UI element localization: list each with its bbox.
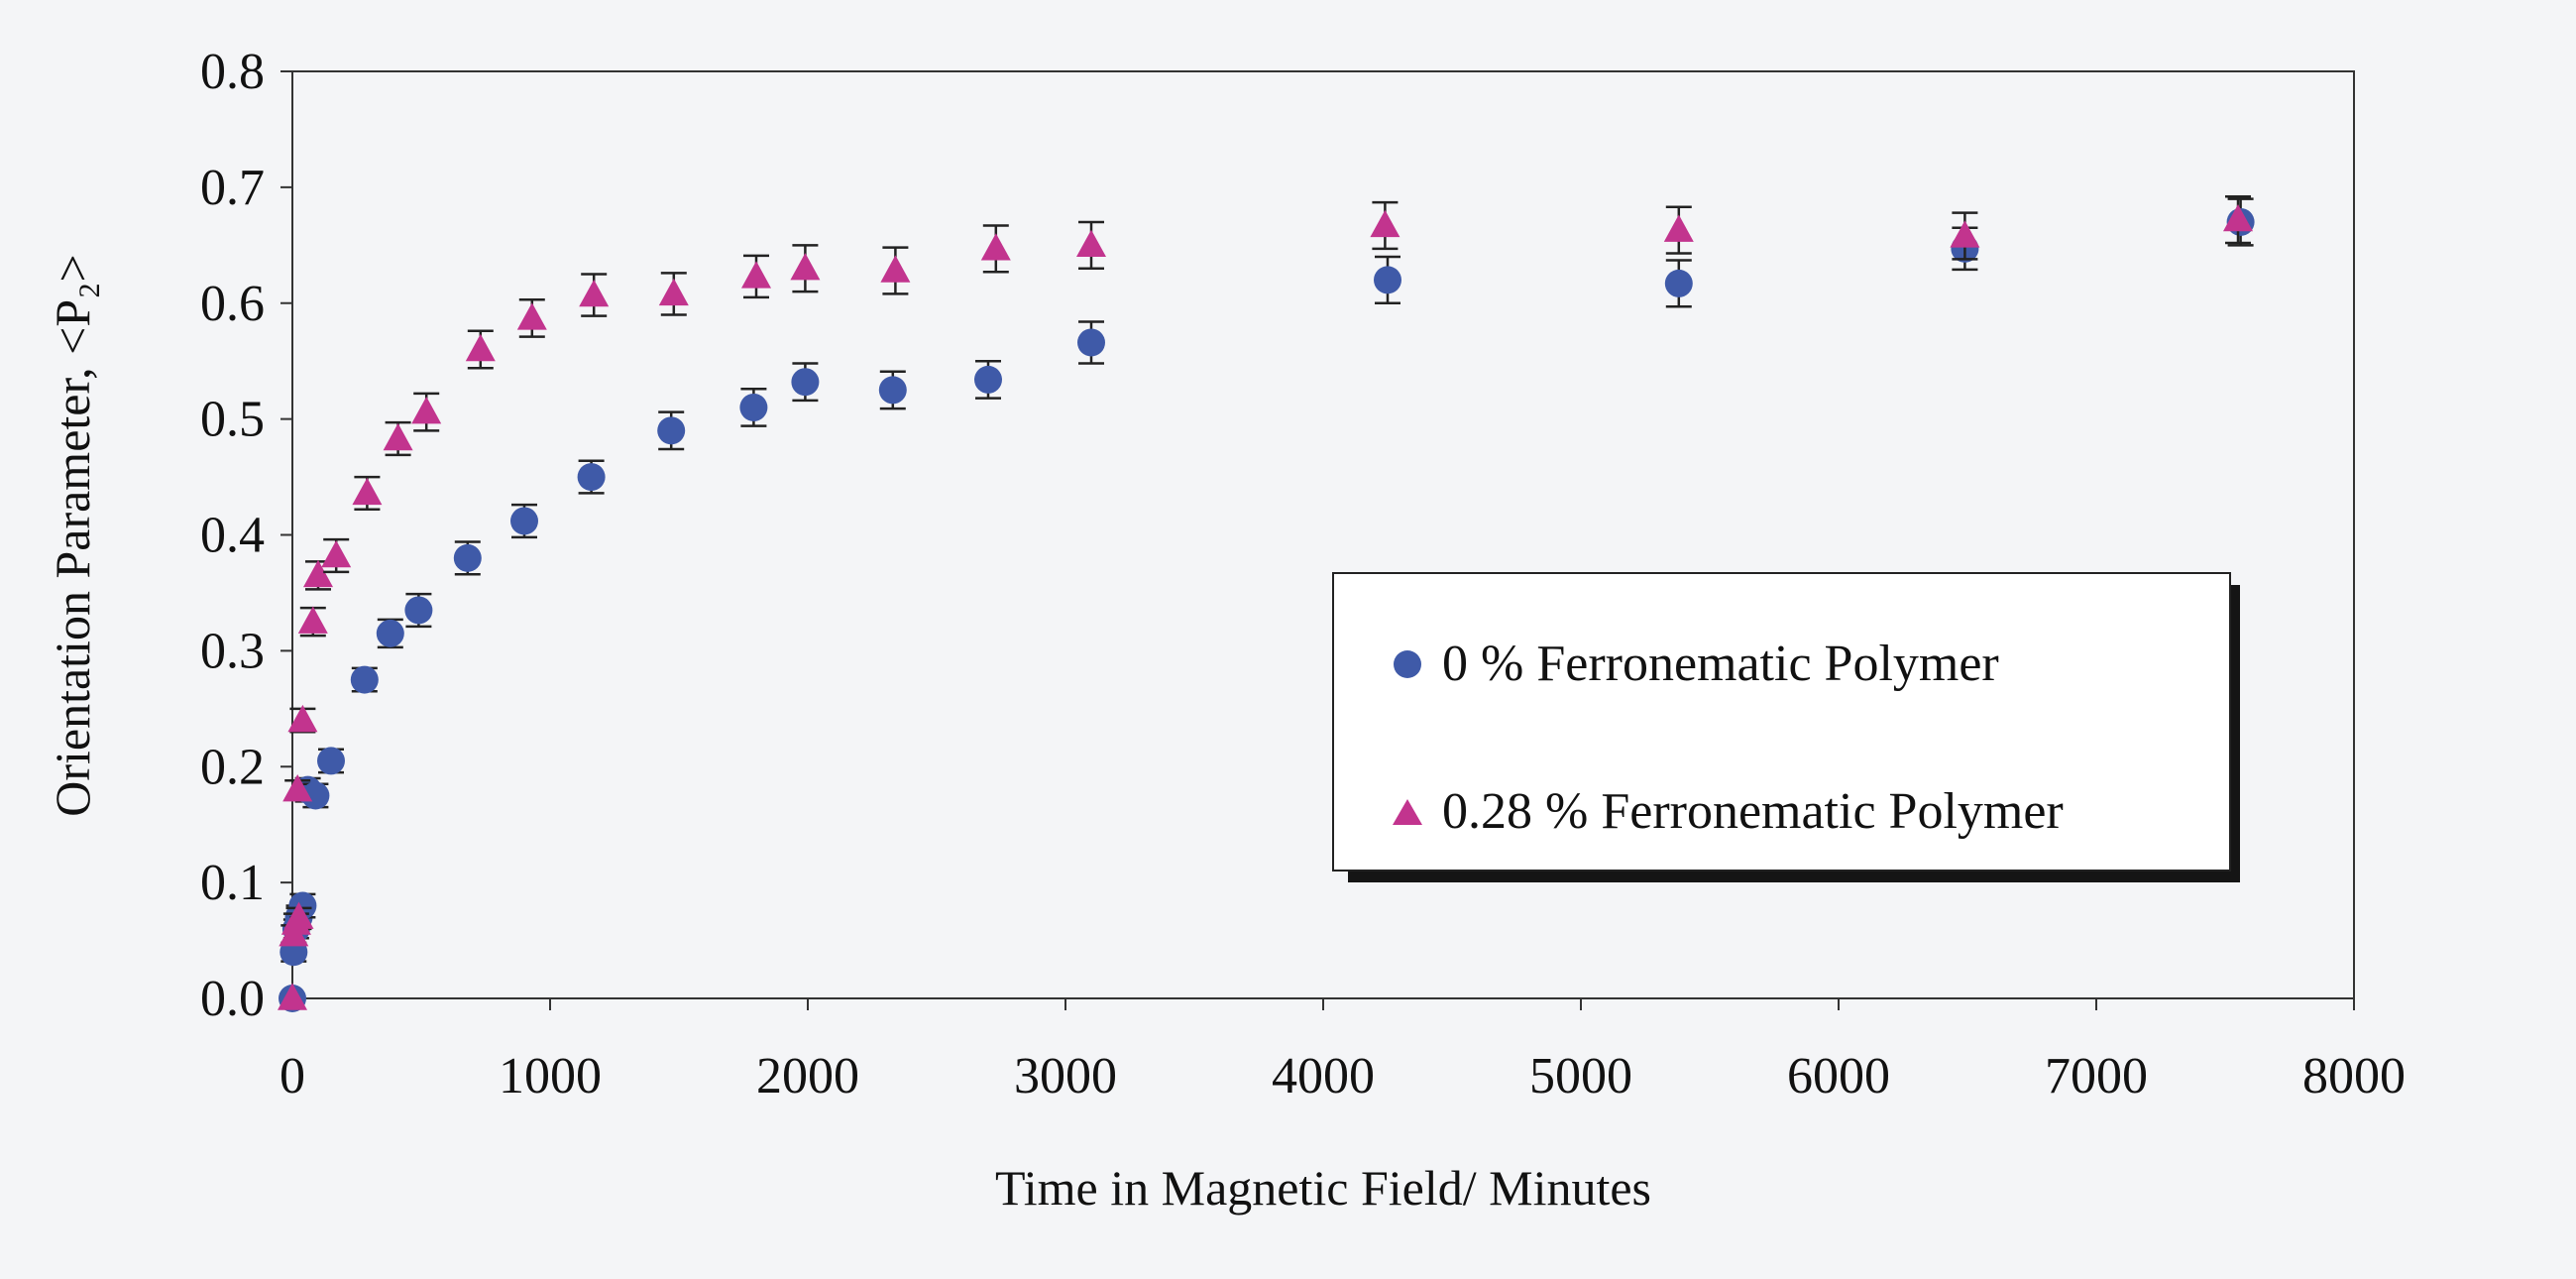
data-point — [577, 463, 606, 492]
x-axis: 0 1000 2000 3000 4000 5000 6000 7000 8000 — [280, 998, 2406, 1105]
data-point — [350, 665, 379, 694]
y-tick-label: 0.2 — [200, 739, 265, 795]
x-tick-label: 8000 — [2302, 1048, 2406, 1105]
x-tick-label: 1000 — [499, 1048, 602, 1105]
data-point — [383, 422, 413, 451]
data-point — [283, 901, 314, 929]
data-point — [1076, 229, 1106, 258]
x-axis-title: Time in Magnetic Field/ Minutes — [995, 1160, 1651, 1216]
data-point — [878, 376, 907, 405]
y-tick-label: 0.3 — [200, 623, 265, 679]
data-point — [579, 279, 610, 307]
y-tick-label: 0.5 — [200, 392, 265, 448]
data-point — [1664, 269, 1693, 297]
data-point — [321, 539, 352, 568]
data-point — [510, 507, 538, 535]
data-point — [980, 233, 1011, 261]
legend-marker-circle — [1394, 650, 1421, 678]
data-point — [516, 302, 547, 330]
data-point — [465, 333, 496, 362]
data-point — [287, 704, 318, 733]
x-tick-label: 3000 — [1014, 1048, 1117, 1105]
data-point — [1374, 266, 1401, 294]
x-tick-label: 2000 — [756, 1048, 859, 1105]
legend: 0 % Ferronematic Polymer 0.28 % Ferronem… — [1332, 572, 2240, 882]
data-point — [1950, 220, 1980, 248]
y-tick-label: 0.1 — [200, 855, 265, 911]
data-point — [404, 596, 433, 625]
data-point — [2223, 204, 2253, 232]
data-point — [282, 774, 313, 802]
data-point — [352, 477, 383, 506]
data-point — [790, 253, 821, 281]
data-point — [303, 559, 333, 588]
data-point — [657, 416, 686, 445]
x-tick-label: 4000 — [1272, 1048, 1375, 1105]
y-tick-label: 0.6 — [200, 276, 265, 332]
data-point — [453, 543, 482, 572]
data-point — [411, 397, 442, 424]
data-point — [301, 781, 330, 810]
data-point — [1370, 209, 1400, 238]
y-axis-title: Orientation Parameter, <P₂> — [45, 254, 100, 817]
legend-marker-triangle — [1393, 799, 1422, 825]
data-point — [317, 747, 345, 775]
x-tick-label: 5000 — [1529, 1048, 1632, 1105]
y-tick-label: 0.7 — [200, 160, 265, 216]
data-point — [658, 278, 689, 306]
data-point — [297, 606, 328, 634]
legend-box — [1332, 572, 2231, 872]
series-1 — [278, 194, 2253, 1010]
y-tick-label: 0.4 — [200, 508, 265, 564]
x-tick-label: 6000 — [1787, 1048, 1890, 1105]
x-tick-label: 0 — [280, 1048, 305, 1105]
data-point — [376, 619, 404, 647]
y-axis: 0.0 0.1 0.2 0.3 0.4 0.5 0.6 0.7 0.8 — [200, 44, 292, 1027]
data-point — [974, 365, 1002, 394]
legend-label-0pct: 0 % Ferronematic Polymer — [1442, 636, 1999, 692]
x-tick-label: 7000 — [2045, 1048, 2148, 1105]
data-point — [880, 255, 911, 283]
data-point — [791, 368, 820, 397]
data-point — [1663, 214, 1694, 242]
data-point — [278, 983, 307, 1010]
legend-label-028pct: 0.28 % Ferronematic Polymer — [1442, 783, 2064, 840]
y-tick-label: 0.8 — [200, 44, 265, 100]
series-layer — [278, 194, 2255, 1012]
data-point — [739, 393, 768, 421]
data-point — [1077, 328, 1105, 357]
data-point — [741, 261, 771, 289]
y-tick-label: 0.0 — [200, 971, 265, 1027]
